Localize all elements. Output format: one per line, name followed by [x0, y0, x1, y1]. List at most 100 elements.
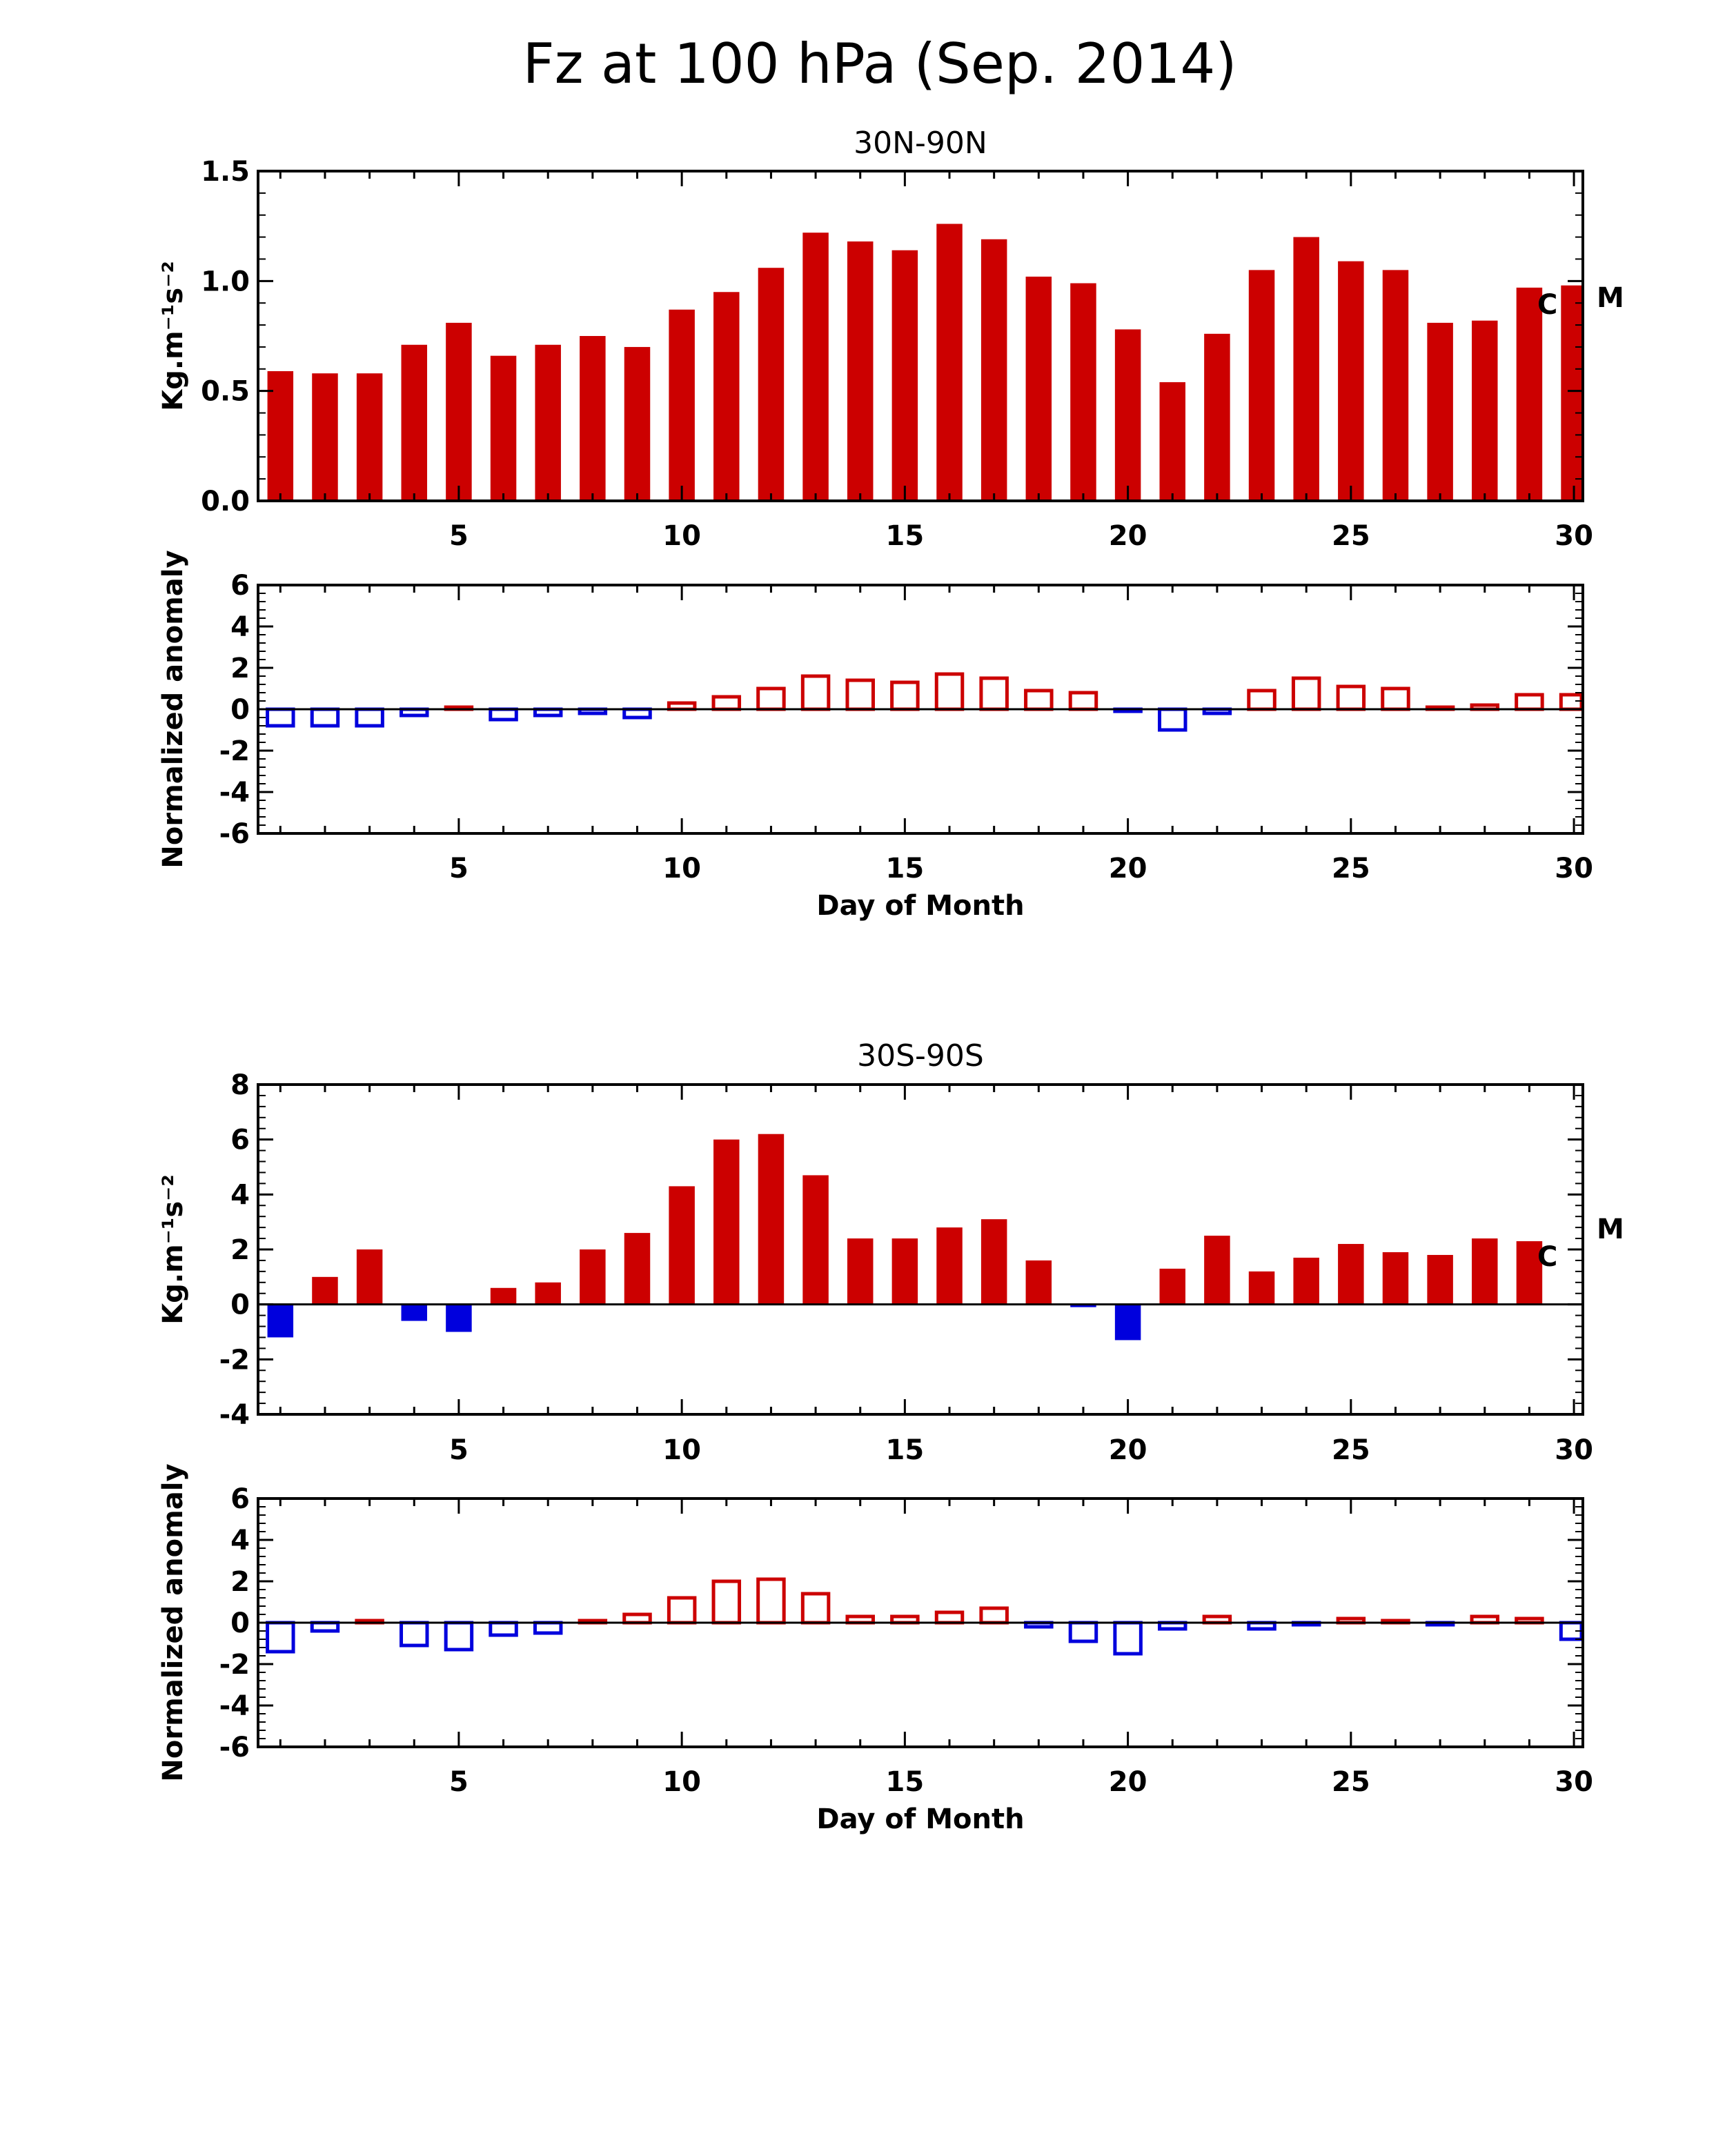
bar-day-24 [1293, 1257, 1319, 1305]
x-tick-label: 25 [1332, 853, 1370, 884]
bar-day-27 [1427, 1254, 1453, 1305]
bar-day-18 [1025, 276, 1052, 501]
y-axis-label: Kg.m⁻¹s⁻² [157, 1174, 189, 1325]
bar-day-9 [624, 1233, 651, 1305]
bar-day-18 [1025, 1260, 1052, 1305]
bar-day-26 [1382, 270, 1409, 501]
x-tick-label: 15 [886, 520, 925, 552]
bar-day-11 [713, 1139, 740, 1305]
bar-day-18 [1024, 689, 1054, 711]
panel-30s-90s-flux: 30S-90S -4 -2 0 2 4 6 8 5 10 15 20 25 30 Kg.m⁻¹s⁻² C M [157, 1038, 1624, 1466]
bar-day-9 [622, 1612, 652, 1625]
bar-day-12 [756, 1577, 786, 1625]
y-axis-label: Normalized anomaly [157, 1463, 189, 1781]
plot-frame [257, 1083, 1584, 1416]
bar-day-3 [356, 1249, 383, 1305]
x-tick-label: 5 [449, 520, 469, 552]
y-tick-label: 4 [230, 1525, 250, 1556]
bar-day-25 [1336, 684, 1366, 711]
bar-day-16 [936, 224, 963, 501]
x-tick-label: 15 [886, 853, 925, 884]
bar-day-13 [800, 1592, 831, 1625]
bar-day-7 [535, 344, 561, 501]
bar-day-4 [400, 1621, 429, 1648]
bar-day-10 [669, 1186, 695, 1305]
x-tick-label: 5 [449, 1434, 469, 1466]
bar-day-11 [711, 1579, 742, 1625]
bar-day-25 [1338, 261, 1364, 501]
bar-day-29 [1516, 1241, 1543, 1305]
x-tick-label: 30 [1555, 1434, 1593, 1466]
bar-day-9 [622, 707, 652, 720]
bar-day-1 [266, 1621, 295, 1654]
bar-day-27 [1427, 322, 1453, 501]
bar-day-17 [980, 239, 1007, 501]
bar-day-8 [580, 336, 606, 501]
bar-day-2 [312, 373, 338, 501]
y-tick-label: -4 [219, 777, 250, 809]
bar-day-15 [891, 1238, 918, 1305]
panel-30s-90s-anomaly: -6 -4 -2 0 2 4 6 5 10 15 20 25 30 Normalized anomaly D… [157, 1463, 1593, 1835]
bar-day-23 [1248, 270, 1275, 501]
panel-30n-90n-flux: 30N-90N 0.0 0.5 1.0 1.5 5 10 15 20 25 30 Kg.m⁻¹s⁻² C… [157, 126, 1624, 552]
x-axis-label: Day of Month [816, 1803, 1024, 1835]
y-tick-label: 4 [230, 1179, 250, 1211]
y-tick-label: 6 [230, 1483, 250, 1515]
bar-day-21 [1158, 707, 1187, 732]
x-tick-label: 5 [449, 853, 469, 884]
bar-day-11 [713, 292, 740, 501]
bar-day-7 [533, 1621, 563, 1635]
bar-day-17 [979, 1606, 1009, 1625]
x-tick-label: 10 [662, 1434, 701, 1466]
bar-day-14 [847, 1238, 874, 1305]
bar-day-19 [1070, 1304, 1096, 1307]
bar-day-12 [758, 1134, 785, 1305]
bar-day-6 [489, 707, 518, 722]
x-tick-label: 10 [662, 1766, 701, 1798]
bar-day-20 [1114, 329, 1141, 501]
panel-title: 30S-90S [857, 1038, 984, 1074]
y-tick-label: 0 [230, 1289, 250, 1321]
bar-day-19 [1068, 1621, 1098, 1643]
bar-day-30 [1559, 693, 1584, 711]
bar-day-28 [1472, 320, 1498, 501]
y-tick-label: 0 [230, 1608, 250, 1639]
bar-day-8 [580, 1249, 606, 1305]
x-tick-label: 30 [1555, 853, 1593, 884]
bar-day-1 [267, 1304, 294, 1338]
y-axis-label: Normalized anomaly [157, 550, 189, 868]
bar-day-2 [310, 707, 340, 728]
bar-day-1 [267, 370, 294, 501]
bar-day-29 [1515, 693, 1544, 711]
bar-day-13 [802, 233, 829, 501]
bar-day-1 [266, 707, 295, 728]
bar-day-16 [934, 1610, 965, 1625]
bar-day-4 [401, 344, 428, 501]
bar-day-11 [711, 695, 742, 711]
bar-day-5 [446, 1304, 472, 1332]
bar-day-3 [356, 373, 383, 501]
x-axis-label: Day of Month [816, 890, 1024, 922]
bar-day-15 [890, 680, 920, 711]
bar-day-14 [845, 678, 875, 711]
y-axis-label: Kg.m⁻¹s⁻² [157, 261, 189, 411]
y-tick-label: 1.5 [201, 156, 250, 188]
y-tick-label: 2 [230, 1234, 250, 1266]
bar-day-5 [446, 322, 472, 501]
y-tick-label: 4 [230, 611, 250, 643]
bar-day-30 [1561, 285, 1581, 501]
y-tick-label: 6 [230, 570, 250, 602]
x-tick-label: 20 [1109, 1766, 1147, 1798]
y-tick-label: 2 [230, 653, 250, 684]
bar-day-23 [1248, 1271, 1275, 1305]
y-tick-label: 2 [230, 1566, 250, 1598]
bar-day-3 [355, 707, 384, 728]
x-tick-label: 25 [1332, 520, 1370, 552]
x-tick-label: 5 [449, 1766, 469, 1798]
marker-c: C [1537, 289, 1557, 321]
bar-day-6 [490, 355, 517, 501]
bar-day-10 [667, 1596, 697, 1625]
panel-title: 30N-90N [854, 126, 987, 161]
x-tick-label: 25 [1332, 1766, 1370, 1798]
